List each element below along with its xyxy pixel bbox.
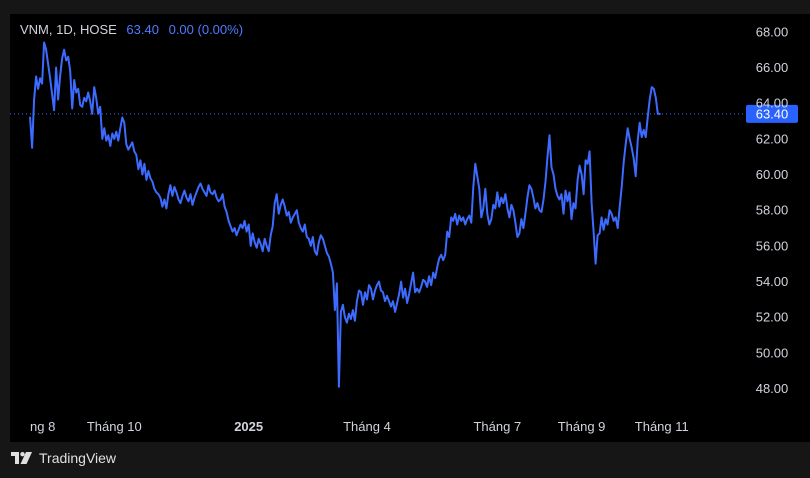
x-tick-label: ng 8 (30, 419, 55, 434)
y-tick-label: 62.00 (756, 131, 789, 146)
last-price-value: 63.40 (126, 22, 159, 37)
x-tick-label: 2025 (234, 419, 263, 434)
price-chart[interactable]: 63.40 48.00 50.00 52.00 54.00 56.00 58.00 60.0… (10, 14, 810, 442)
x-tick-label: Tháng 10 (87, 419, 142, 434)
price-series-line (29, 41, 661, 388)
current-price-badge-label: 63.40 (756, 106, 789, 121)
current-price-badge (746, 104, 798, 123)
current-price-group: 63.40 (10, 104, 798, 123)
y-tick-label: 52.00 (756, 310, 789, 325)
y-axis[interactable]: 48.00 50.00 52.00 54.00 56.00 58.00 60.00 62.00… (756, 24, 789, 396)
y-tick-label: 48.00 (756, 381, 789, 396)
tradingview-logo-icon (11, 451, 33, 465)
y-tick-label: 68.00 (756, 24, 789, 39)
y-tick-label: 54.00 (756, 274, 789, 289)
x-axis[interactable]: ng 8 Tháng 10 2025 Tháng 4 Tháng 7 Tháng 9 Thá… (30, 419, 689, 434)
y-tick-label: 56.00 (756, 238, 789, 253)
chart-legend: VNM, 1D, HOSE 63.40 0.00 (0.00%) (20, 22, 243, 37)
brand-footer[interactable]: TradingView (11, 450, 116, 466)
symbol-label: VNM, 1D, HOSE (20, 22, 117, 37)
tradingview-brand-name: TradingView (39, 450, 117, 466)
price-change-value: 0.00 (0.00%) (168, 22, 244, 37)
y-tick-label: 66.00 (756, 60, 789, 75)
x-tick-label: Tháng 11 (635, 419, 689, 434)
price-line-group (29, 41, 661, 388)
x-tick-label: Tháng 4 (343, 419, 391, 434)
y-tick-label: 50.00 (756, 345, 789, 360)
chart-area[interactable]: 63.40 48.00 50.00 52.00 54.00 56.00 58.00 60.0… (10, 14, 810, 442)
x-tick-label: Tháng 7 (473, 419, 521, 434)
y-tick-label: 64.00 (756, 96, 789, 111)
x-tick-label: Tháng 9 (558, 419, 606, 434)
y-tick-label: 58.00 (756, 203, 789, 218)
y-tick-label: 60.00 (756, 167, 789, 182)
